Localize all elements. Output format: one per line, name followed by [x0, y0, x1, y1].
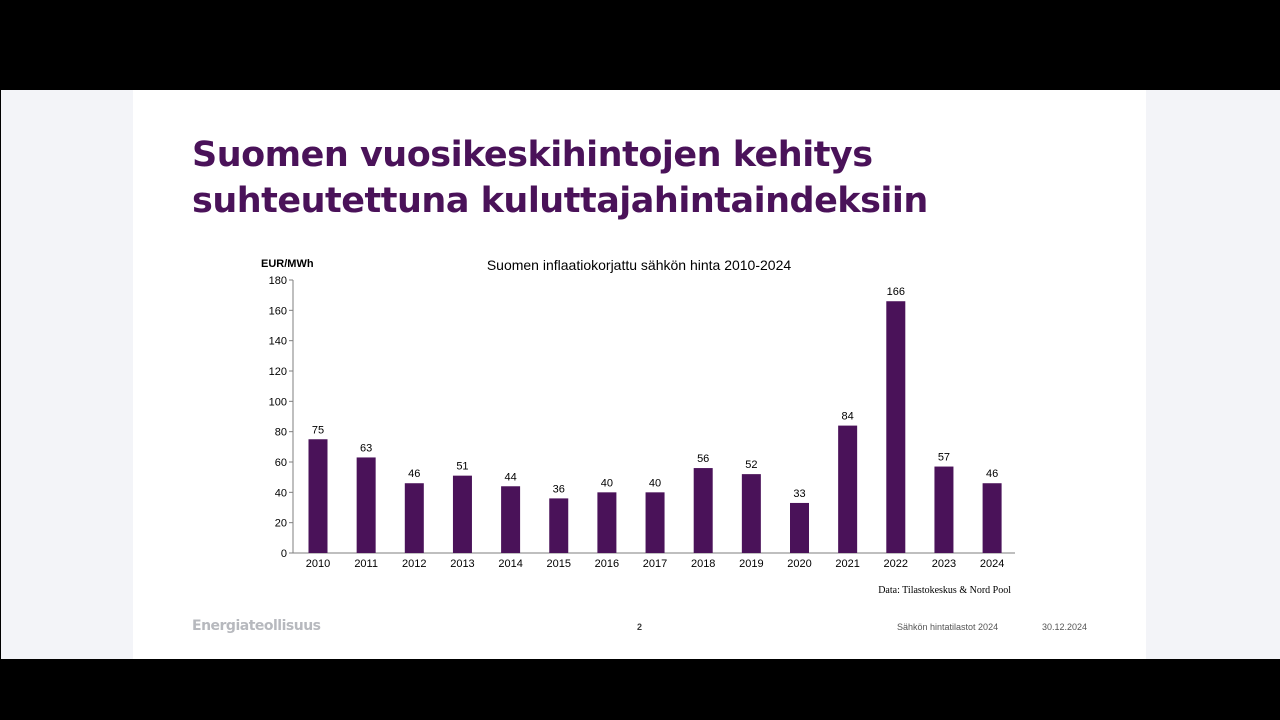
x-tick-label-2011: 2011	[354, 558, 378, 570]
data-source-note: Data: Tilastokeskus & Nord Pool	[878, 585, 1011, 596]
slide-title-line-2: suhteutettuna kuluttajahintaindeksiin	[192, 181, 928, 221]
energiateollisuus-logo: Energiateollisuus	[192, 618, 321, 634]
x-tick-label-2024: 2024	[980, 558, 1004, 570]
data-label-2016: 40	[601, 477, 613, 489]
y-tick-label: 140	[269, 336, 287, 348]
data-label-2014: 44	[504, 471, 516, 483]
bar-2011	[356, 457, 376, 553]
data-label-2010: 75	[312, 424, 324, 436]
bar-2016	[597, 492, 617, 553]
bar-2017	[645, 492, 665, 553]
x-tick-label-2020: 2020	[787, 558, 811, 570]
data-labels-group: 75 63 46 51 44 36 40 40 56 52 33 84 166 57 46	[312, 286, 998, 500]
data-label-2012: 46	[408, 468, 420, 480]
bar-2014	[501, 486, 521, 553]
data-label-2024: 46	[986, 468, 998, 480]
y-tick-label: 160	[269, 305, 287, 317]
y-tick-label: 80	[275, 427, 287, 439]
data-label-2021: 84	[842, 411, 854, 423]
x-tick-label-2012: 2012	[402, 558, 426, 570]
x-tick-label-2018: 2018	[691, 558, 715, 570]
data-label-2011: 63	[360, 442, 372, 454]
y-tick-label: 40	[275, 487, 287, 499]
footer-date: 30.12.2024	[1042, 622, 1088, 632]
x-tick-label-2010: 2010	[306, 558, 330, 570]
y-axis-unit-label: EUR/MWh	[261, 258, 314, 270]
x-tick-label-2014: 2014	[498, 558, 522, 570]
bar-2013	[452, 475, 472, 553]
x-tick-label-2013: 2013	[450, 558, 474, 570]
y-tick-label: 100	[269, 396, 287, 408]
data-label-2020: 33	[793, 488, 805, 500]
y-tick-label: 0	[281, 548, 287, 560]
bar-2010	[308, 439, 328, 553]
x-tick-label-2022: 2022	[884, 558, 908, 570]
bar-2024	[982, 483, 1002, 553]
x-tick-label-2023: 2023	[932, 558, 956, 570]
y-tick-label: 180	[269, 275, 287, 287]
x-tick-label-2016: 2016	[595, 558, 619, 570]
data-label-2023: 57	[938, 452, 950, 464]
x-tick-label-2019: 2019	[739, 558, 763, 570]
slide: Suomen vuosikeskihintojen kehitys suhteu…	[133, 90, 1146, 659]
bar-2018	[693, 468, 713, 553]
data-label-2017: 40	[649, 477, 661, 489]
data-label-2013: 51	[456, 461, 468, 473]
y-tick-label: 120	[269, 366, 287, 378]
page-number: 2	[637, 622, 643, 632]
x-tick-label-2017: 2017	[643, 558, 667, 570]
bar-chart: Suomen inflaatiokorjattu sähkön hinta 20…	[261, 257, 1015, 570]
data-label-2015: 36	[553, 483, 565, 495]
bar-2019	[741, 474, 761, 553]
y-tick-label: 20	[275, 518, 287, 530]
chart-title: Suomen inflaatiokorjattu sähkön hinta 20…	[487, 257, 792, 273]
bar-2012	[404, 483, 424, 553]
y-axis: 0 20 40 60 80 100 120 140 160 180	[269, 275, 294, 560]
bars-group	[308, 301, 1002, 553]
bar-2020	[790, 502, 809, 553]
x-axis: 2010 2011 2012 2013 2014 2015 2016 2017 2018 2019…	[293, 552, 1015, 570]
x-tick-label-2015: 2015	[547, 558, 571, 570]
data-label-2019: 52	[745, 459, 757, 471]
bar-2023	[934, 466, 954, 553]
slide-title: Suomen vuosikeskihintojen kehitys suhteu…	[192, 132, 992, 224]
data-label-2018: 56	[697, 453, 709, 465]
bar-2021	[838, 425, 858, 553]
footer-document-title: Sähkön hintatilastot 2024	[897, 622, 999, 632]
data-label-2022: 166	[887, 286, 905, 298]
y-tick-label: 60	[275, 457, 287, 469]
slide-title-line-1: Suomen vuosikeskihintojen kehitys	[192, 135, 873, 175]
bar-2022	[886, 301, 906, 553]
x-tick-label-2021: 2021	[835, 558, 859, 570]
bar-2015	[549, 498, 569, 553]
